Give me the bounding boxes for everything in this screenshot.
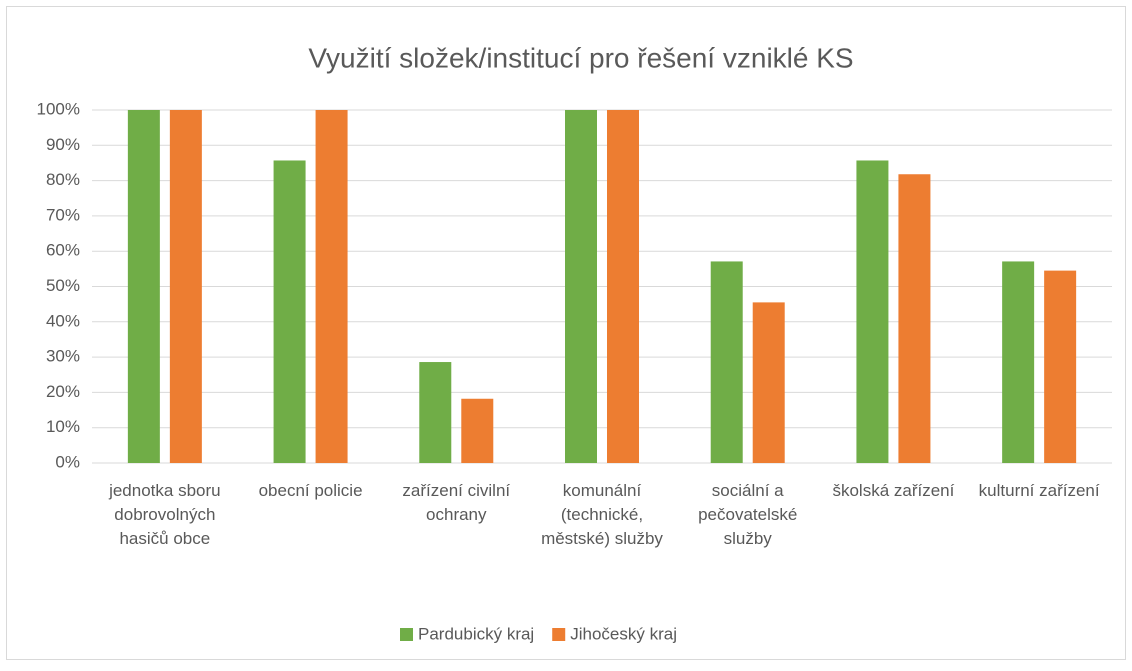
y-tick-label: 50% [46, 276, 80, 295]
bar [1002, 261, 1035, 463]
x-tick-label: kulturní zařízení [978, 481, 1100, 500]
x-tick-label-box: obecní policie [258, 481, 363, 500]
x-tick-label: komunální (technické, městské) služby [541, 481, 663, 548]
y-tick-label: 100% [37, 99, 80, 118]
y-tick-label: 60% [46, 241, 80, 260]
bar [710, 261, 743, 463]
y-tick-label: 80% [46, 170, 80, 189]
x-tick-label-box: jednotka sboru dobrovolných hasičů obce [109, 481, 221, 548]
legend-swatch [552, 628, 566, 641]
x-tick-label-box: zařízení civilní ochrany [402, 481, 511, 524]
bar [461, 398, 494, 463]
bar [856, 160, 889, 463]
y-tick-label: 20% [46, 382, 80, 401]
y-tick-label: 0% [55, 452, 80, 471]
x-tick-label-box: kulturní zařízení [978, 481, 1100, 500]
y-tick-label: 70% [46, 205, 80, 224]
x-tick-label: sociální a pečovatelské služby [698, 481, 798, 548]
bar [315, 110, 348, 463]
bar [169, 110, 202, 463]
y-tick-label: 10% [46, 417, 80, 436]
x-tick-label: školská zařízení [832, 481, 955, 500]
y-tick-label: 40% [46, 311, 80, 330]
x-tick-label: jednotka sboru dobrovolných hasičů obce [109, 481, 221, 548]
bar [752, 302, 785, 463]
y-tick-label: 30% [46, 347, 80, 366]
bar [898, 174, 931, 463]
bar [1044, 270, 1077, 463]
legend-label: Pardubický kraj [418, 624, 534, 643]
bar [419, 362, 452, 463]
chart-title: Využití složek/institucí pro řešení vzni… [308, 42, 853, 73]
bar [607, 110, 639, 463]
legend-swatch [400, 628, 413, 641]
x-tick-label-box: školská zařízení [832, 481, 955, 500]
x-tick-label: zařízení civilní ochrany [402, 481, 511, 524]
x-tick-label-box: komunální (technické, městské) služby [541, 481, 663, 548]
bar [565, 110, 597, 463]
legend-label: Jihočeský kraj [570, 624, 677, 643]
bar [127, 110, 160, 463]
y-tick-label: 90% [46, 135, 80, 154]
bar [273, 160, 306, 463]
x-tick-label: obecní policie [258, 481, 363, 500]
x-tick-label-box: sociální a pečovatelské služby [698, 481, 798, 548]
